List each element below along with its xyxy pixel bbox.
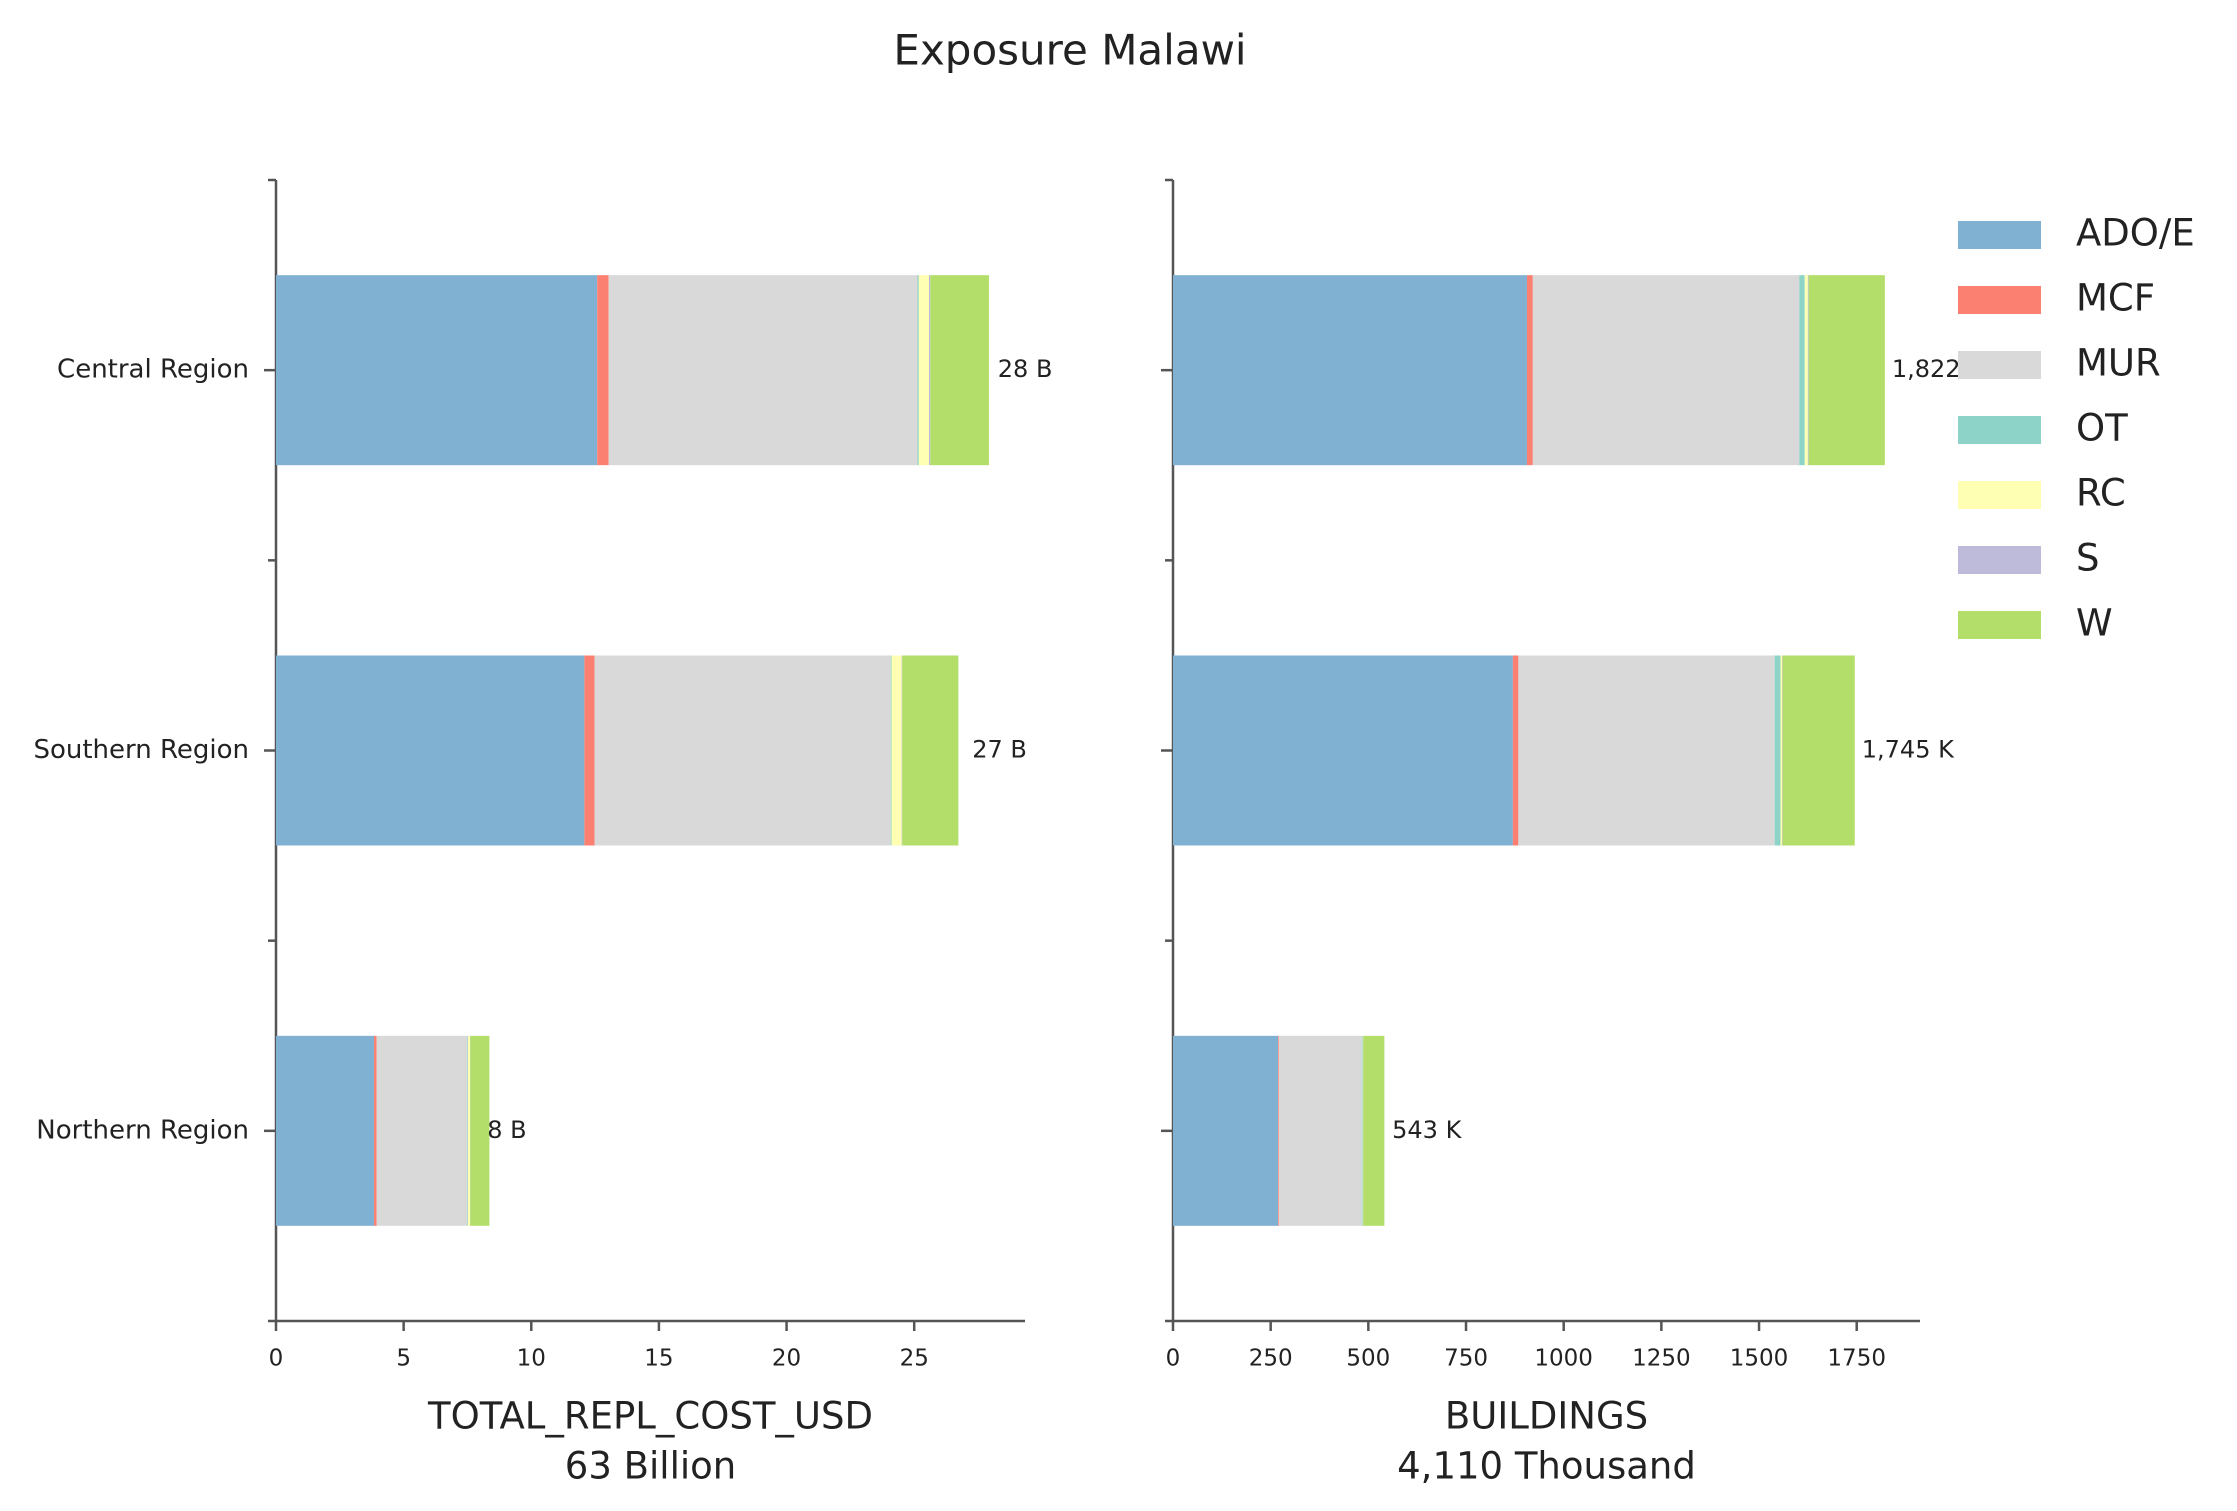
- x-tick-label: 25: [900, 1346, 929, 1372]
- x-tick-label: 1000: [1534, 1346, 1593, 1372]
- bar-segment: [1512, 655, 1519, 846]
- x-tick-label: 20: [772, 1346, 801, 1372]
- chart-title: Exposure Malawi: [893, 26, 1246, 75]
- legend-swatch: [1958, 351, 2041, 379]
- bar-segment: [902, 655, 959, 846]
- bar-segment: [608, 275, 918, 466]
- bar-segment: [1173, 655, 1513, 846]
- x-tick-label: 10: [517, 1346, 546, 1372]
- bar-segment: [891, 655, 902, 846]
- bar-segment: [597, 275, 609, 466]
- bar-segment: [930, 275, 990, 466]
- total-label: 8 B: [487, 1116, 526, 1144]
- bar-segment: [1780, 655, 1783, 846]
- bar-segment: [467, 1035, 468, 1226]
- bar-segment: [470, 1035, 490, 1226]
- bar-segment: [901, 655, 903, 846]
- legend-label: W: [2076, 602, 2113, 645]
- x-tick-label: 1500: [1730, 1346, 1789, 1372]
- legend-label: RC: [2076, 472, 2126, 515]
- total-label: 28 B: [998, 355, 1053, 383]
- bar-segment: [467, 1035, 471, 1226]
- bar-segment: [1532, 275, 1800, 466]
- legend-swatch: [1958, 286, 2041, 314]
- bar-segment: [1799, 275, 1805, 466]
- x-axis-note: 4,110 Thousand: [1397, 1445, 1696, 1488]
- legend-label: OT: [2076, 407, 2128, 450]
- x-axis-note: 63 Billion: [565, 1445, 736, 1488]
- total-label: 543 K: [1392, 1116, 1462, 1144]
- bar-segment: [1173, 1035, 1279, 1226]
- bar-segment: [1804, 275, 1808, 466]
- bar-segment: [1807, 275, 1809, 466]
- bar-segment: [1518, 655, 1775, 846]
- x-tick-label: 1250: [1632, 1346, 1691, 1372]
- x-tick-label: 0: [269, 1346, 284, 1372]
- bar-segment: [1774, 655, 1781, 846]
- y-tick-label: Southern Region: [33, 735, 249, 765]
- legend-swatch: [1958, 481, 2041, 509]
- bar-segment: [1278, 1035, 1362, 1226]
- bar-segment: [1808, 275, 1885, 466]
- total-label: 27 B: [972, 736, 1027, 764]
- legend-swatch: [1958, 221, 2041, 249]
- legend-label: S: [2076, 537, 2100, 580]
- x-tick-label: 1750: [1827, 1346, 1886, 1372]
- legend-label: MUR: [2076, 342, 2161, 385]
- bar-segment: [584, 655, 595, 846]
- total-label: 1,745 K: [1862, 736, 1955, 764]
- bar-segment: [594, 655, 891, 846]
- legend-label: MCF: [2076, 277, 2155, 320]
- y-tick-label: Northern Region: [36, 1115, 249, 1145]
- bar-segment: [1363, 1035, 1385, 1226]
- bar-segment: [917, 275, 919, 466]
- x-tick-label: 250: [1249, 1346, 1293, 1372]
- bar-segment: [276, 655, 585, 846]
- x-axis-label: BUILDINGS: [1445, 1395, 1648, 1438]
- y-tick-label: Central Region: [57, 355, 249, 385]
- bar-segment: [890, 655, 892, 846]
- legend-label: ADO/E: [2076, 212, 2195, 255]
- x-tick-label: 500: [1346, 1346, 1390, 1372]
- x-tick-label: 15: [644, 1346, 673, 1372]
- bar-segment: [276, 275, 598, 466]
- bar-segment: [276, 1035, 375, 1226]
- bar-segment: [1526, 275, 1533, 466]
- legend-swatch: [1958, 546, 2041, 574]
- x-tick-label: 5: [396, 1346, 411, 1372]
- bar-segment: [1173, 275, 1527, 466]
- bar-segment: [1782, 655, 1855, 846]
- bar-segment: [929, 275, 931, 466]
- bar-segment: [1361, 1035, 1363, 1226]
- bar-segment: [376, 1035, 468, 1226]
- legend-swatch: [1958, 416, 2041, 444]
- x-tick-label: 0: [1166, 1346, 1181, 1372]
- bar-segment: [374, 1035, 377, 1226]
- bar-segment: [918, 275, 930, 466]
- x-axis-label: TOTAL_REPL_COST_USD: [427, 1395, 873, 1438]
- x-tick-label: 750: [1444, 1346, 1488, 1372]
- bar-segment: [1278, 1035, 1279, 1226]
- legend-swatch: [1958, 611, 2041, 639]
